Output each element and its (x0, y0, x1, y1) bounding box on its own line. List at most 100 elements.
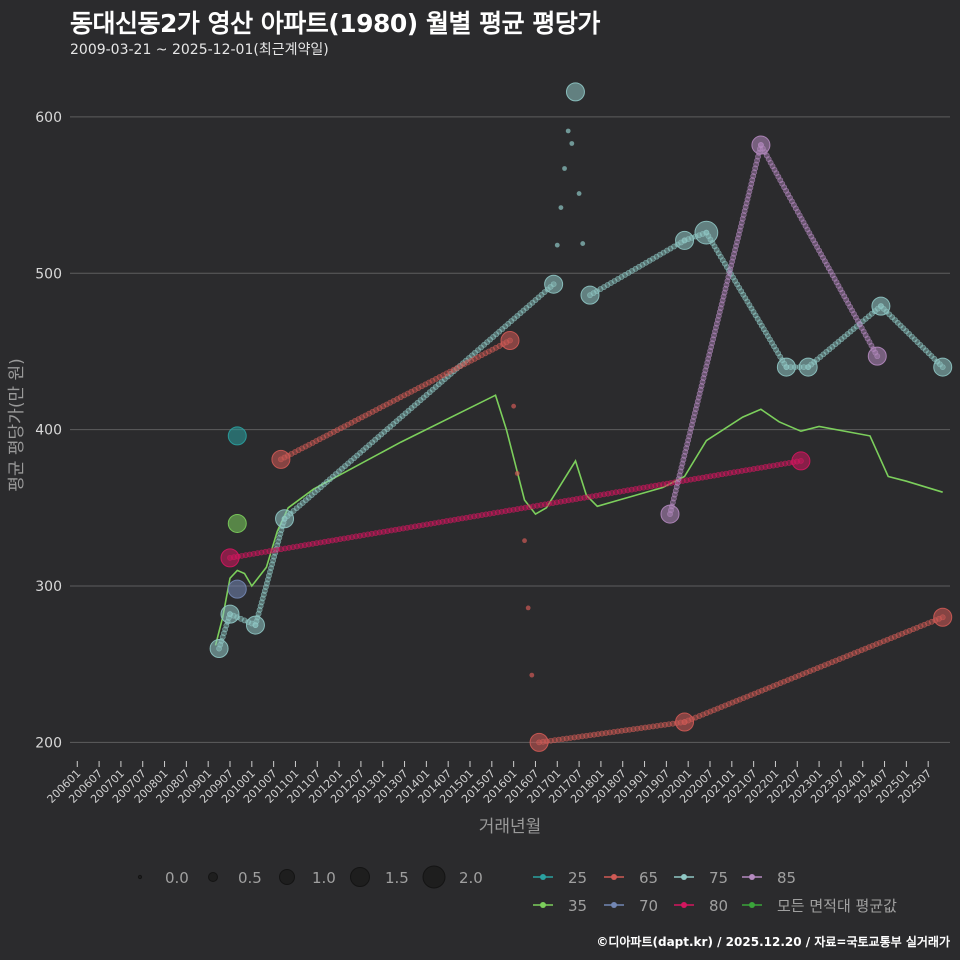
path-dot (798, 216, 805, 222)
path-dot (769, 163, 776, 170)
path-dot (785, 191, 791, 198)
path-dot (352, 418, 358, 424)
series-points-layer (209, 82, 953, 752)
path-dot (482, 350, 489, 357)
path-dot (827, 268, 834, 275)
path-dot (738, 288, 745, 295)
color-legend-dot (681, 874, 687, 880)
source-credit: ©디아파트(dapt.kr) / 2025.12.20 / 자료=국토교통부 실… (596, 935, 950, 949)
path-dot (288, 450, 295, 457)
path-dot (843, 296, 850, 303)
path-dot (601, 284, 607, 290)
path-dot (461, 361, 468, 368)
color-legend-label: 모든 면적대 평균값 (777, 897, 897, 915)
path-dot (777, 177, 784, 184)
path-dot (643, 259, 649, 266)
path-dot (478, 352, 485, 359)
path-dot (302, 443, 309, 450)
path-dot (732, 277, 738, 284)
path-dot (344, 421, 351, 428)
color-legend-dot (749, 874, 755, 880)
path-dot (292, 449, 298, 455)
small-dot (554, 242, 560, 248)
data-point (529, 732, 549, 752)
path-dot (468, 357, 475, 364)
path-dot (376, 405, 383, 412)
path-dot (636, 263, 642, 270)
path-dot (457, 363, 464, 370)
path-dot (615, 276, 621, 282)
path-dot (622, 271, 628, 278)
small-dot (562, 166, 567, 171)
path-dot (851, 311, 857, 317)
path-dot (781, 184, 788, 191)
path-dot (401, 392, 408, 399)
data-point (660, 504, 680, 524)
path-dot (373, 407, 379, 413)
color-legend-dot (611, 902, 617, 908)
path-dot (713, 246, 720, 253)
path-dot (323, 432, 330, 439)
path-dot (748, 305, 755, 312)
data-point (227, 513, 247, 533)
path-dot (841, 293, 848, 300)
path-dot (789, 198, 795, 205)
color-legend-label: 25 (568, 869, 587, 887)
data-point (220, 548, 240, 568)
color-legend-label: 70 (639, 897, 658, 915)
data-point (227, 579, 247, 599)
series-paths-layer (216, 142, 946, 746)
small-dot (580, 241, 586, 246)
size-legend-label: 0.0 (165, 869, 189, 887)
path-dot (464, 359, 471, 366)
path-dot (779, 180, 786, 187)
path-dot (818, 251, 824, 258)
path-dot (804, 226, 811, 233)
x-axis-label: 거래년월 (479, 817, 542, 837)
small-dot (522, 538, 527, 544)
path-dot (660, 249, 667, 256)
y-tick-label: 300 (35, 579, 62, 595)
size-legend-label: 0.5 (238, 869, 262, 887)
data-point (565, 82, 585, 102)
path-dot (475, 354, 482, 360)
path-dot (787, 194, 793, 201)
path-dot (387, 399, 394, 406)
data-point (209, 639, 229, 659)
path-dot (760, 326, 767, 333)
path-dot (847, 303, 854, 310)
path-dot (853, 314, 859, 321)
data-point (871, 296, 891, 316)
path-dot (862, 332, 869, 338)
small-dot (558, 205, 564, 211)
data-point (867, 346, 887, 366)
size-legend-label: 1.5 (385, 869, 409, 887)
y-tick-label: 600 (35, 110, 62, 126)
path-dot (806, 230, 813, 236)
path-dot (415, 385, 422, 391)
path-dot (721, 260, 728, 267)
path-dot (625, 269, 632, 276)
path-dot (792, 205, 799, 212)
size-legend-label: 1.0 (312, 869, 336, 887)
path-dot (426, 379, 432, 386)
path-dot (719, 257, 726, 264)
path-dot (429, 377, 436, 384)
path-dot (752, 312, 759, 319)
size-legend-key (422, 865, 446, 889)
grid-lines (70, 116, 950, 743)
small-dot (569, 141, 575, 146)
path-dot (775, 173, 782, 180)
path-dot (812, 240, 819, 247)
small-dot (525, 605, 531, 611)
path-dot (618, 274, 625, 280)
color-legend-label: 75 (709, 869, 728, 887)
y-tick-label: 400 (35, 423, 62, 439)
path-dot (496, 343, 503, 349)
path-dot (320, 434, 327, 441)
y-tick-label: 200 (35, 735, 62, 751)
color-legend-label: 35 (568, 897, 587, 915)
path-dot (443, 370, 450, 377)
data-point (791, 451, 811, 471)
